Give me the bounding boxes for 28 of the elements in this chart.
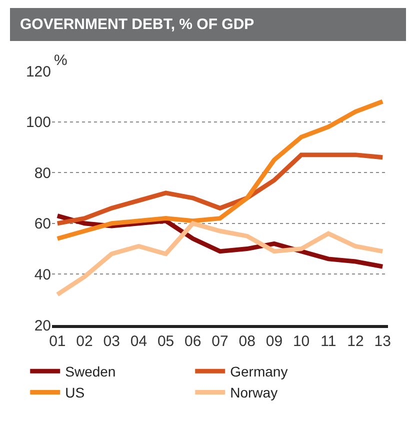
line-series [55,99,385,241]
x-tick-label: 07 [212,333,228,350]
legend-label: Germany [230,364,288,380]
legend-label: US [65,384,85,401]
y-tick-label: 20 [34,317,51,334]
x-tick-label: 10 [292,333,310,350]
y-axis-title: % [54,52,68,69]
x-tick-label: 03 [103,333,120,350]
y-tick-label: 40 [34,266,51,284]
y-tick-label: 120 [26,63,51,80]
legend-label: Norway [230,384,278,401]
y-tick-label: 80 [34,164,51,182]
x-tick-label: 09 [266,333,283,350]
x-tick-label: 06 [184,333,202,350]
x-tick-label: 05 [157,333,174,350]
x-tick-label: 11 [320,333,336,350]
chart-title: GOVERNMENT DEBT, % OF GDP [10,8,406,41]
x-tick-label: 02 [76,333,93,350]
y-tick-label: 100 [26,114,51,132]
x-tick-label: 13 [374,333,391,350]
x-tick-label: 01 [49,333,66,350]
x-tick-label: 12 [347,333,364,350]
y-tick-label: 60 [34,216,51,233]
line-series [55,152,385,226]
x-tick-label: 08 [238,333,256,350]
x-tick-label: 04 [130,333,148,350]
legend-label: Sweden [65,364,116,380]
line-series [55,221,385,297]
